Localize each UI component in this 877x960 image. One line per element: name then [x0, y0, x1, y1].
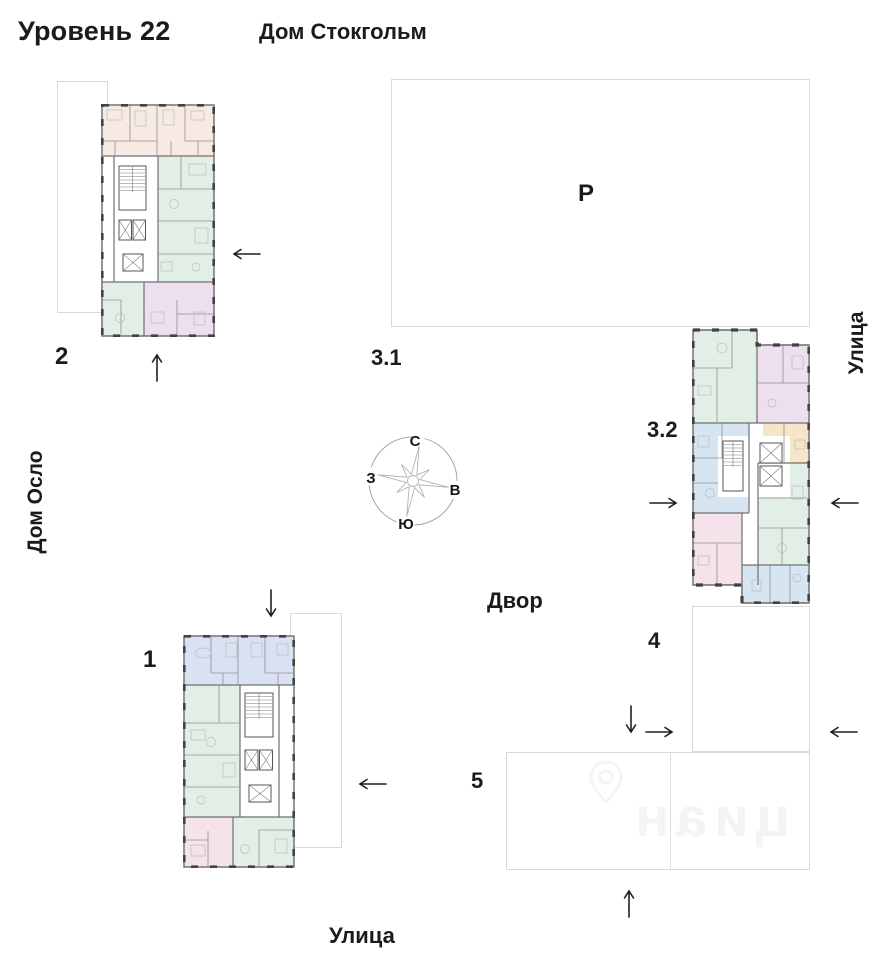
entrance-arrow-building-1-north-down-icon — [265, 589, 277, 618]
street-bottom-label: Улица — [329, 923, 395, 948]
house-oslo-label: Дом Осло — [24, 450, 47, 554]
courtyard-label: Двор — [487, 588, 543, 613]
building-3-2-floorplan[interactable] — [692, 328, 810, 604]
compass-north-label: С — [410, 433, 421, 450]
building-1-floorplan[interactable] — [183, 635, 295, 868]
section-2-label: 2 — [55, 343, 69, 370]
entrance-arrow-street-east-left-icon — [829, 726, 858, 738]
section-1-label: 1 — [143, 646, 157, 673]
street-right-label: Улица — [845, 311, 868, 375]
section-3-2-label: 3.2 — [647, 417, 678, 442]
compass-rose: С В Ю З — [366, 433, 461, 533]
compass-east-label: В — [450, 482, 461, 499]
entrance-arrow-section-3-2-east-left-icon — [830, 497, 859, 509]
entrance-arrow-building-2-south-up-icon — [151, 353, 163, 382]
section-5-label: 5 — [471, 768, 484, 793]
entrance-arrow-section-4-north-down-icon — [625, 705, 637, 734]
compass-west-label: З — [366, 470, 375, 487]
entrance-arrow-building-1-east-left-icon — [358, 778, 387, 790]
section-4-label: 4 — [648, 628, 661, 653]
building-2-floorplan[interactable] — [101, 104, 215, 337]
compass-south-label: Ю — [398, 516, 413, 533]
building-1-footprint-outline — [290, 613, 342, 848]
entrance-arrow-section-5-south-up-icon — [623, 889, 635, 918]
section-3-1-label: 3.1 — [371, 345, 402, 370]
house-stockholm-label: Дом Стокгольм — [259, 19, 427, 44]
parking-section-area[interactable] — [391, 79, 810, 327]
compass-star — [377, 445, 449, 517]
building-2-footprint-outline — [57, 81, 108, 313]
section-5-area[interactable] — [506, 752, 810, 870]
parking-mark: Р — [578, 180, 595, 207]
section-4-area[interactable] — [692, 606, 810, 752]
entrance-arrow-section-4-west-right-icon — [645, 726, 674, 738]
entrance-arrow-building-2-east-left-icon — [232, 248, 261, 260]
entrance-arrow-section-3-2-west-right-icon — [649, 497, 678, 509]
page-title: Уровень 22 — [18, 16, 171, 46]
section-4-5-divider — [670, 752, 671, 870]
